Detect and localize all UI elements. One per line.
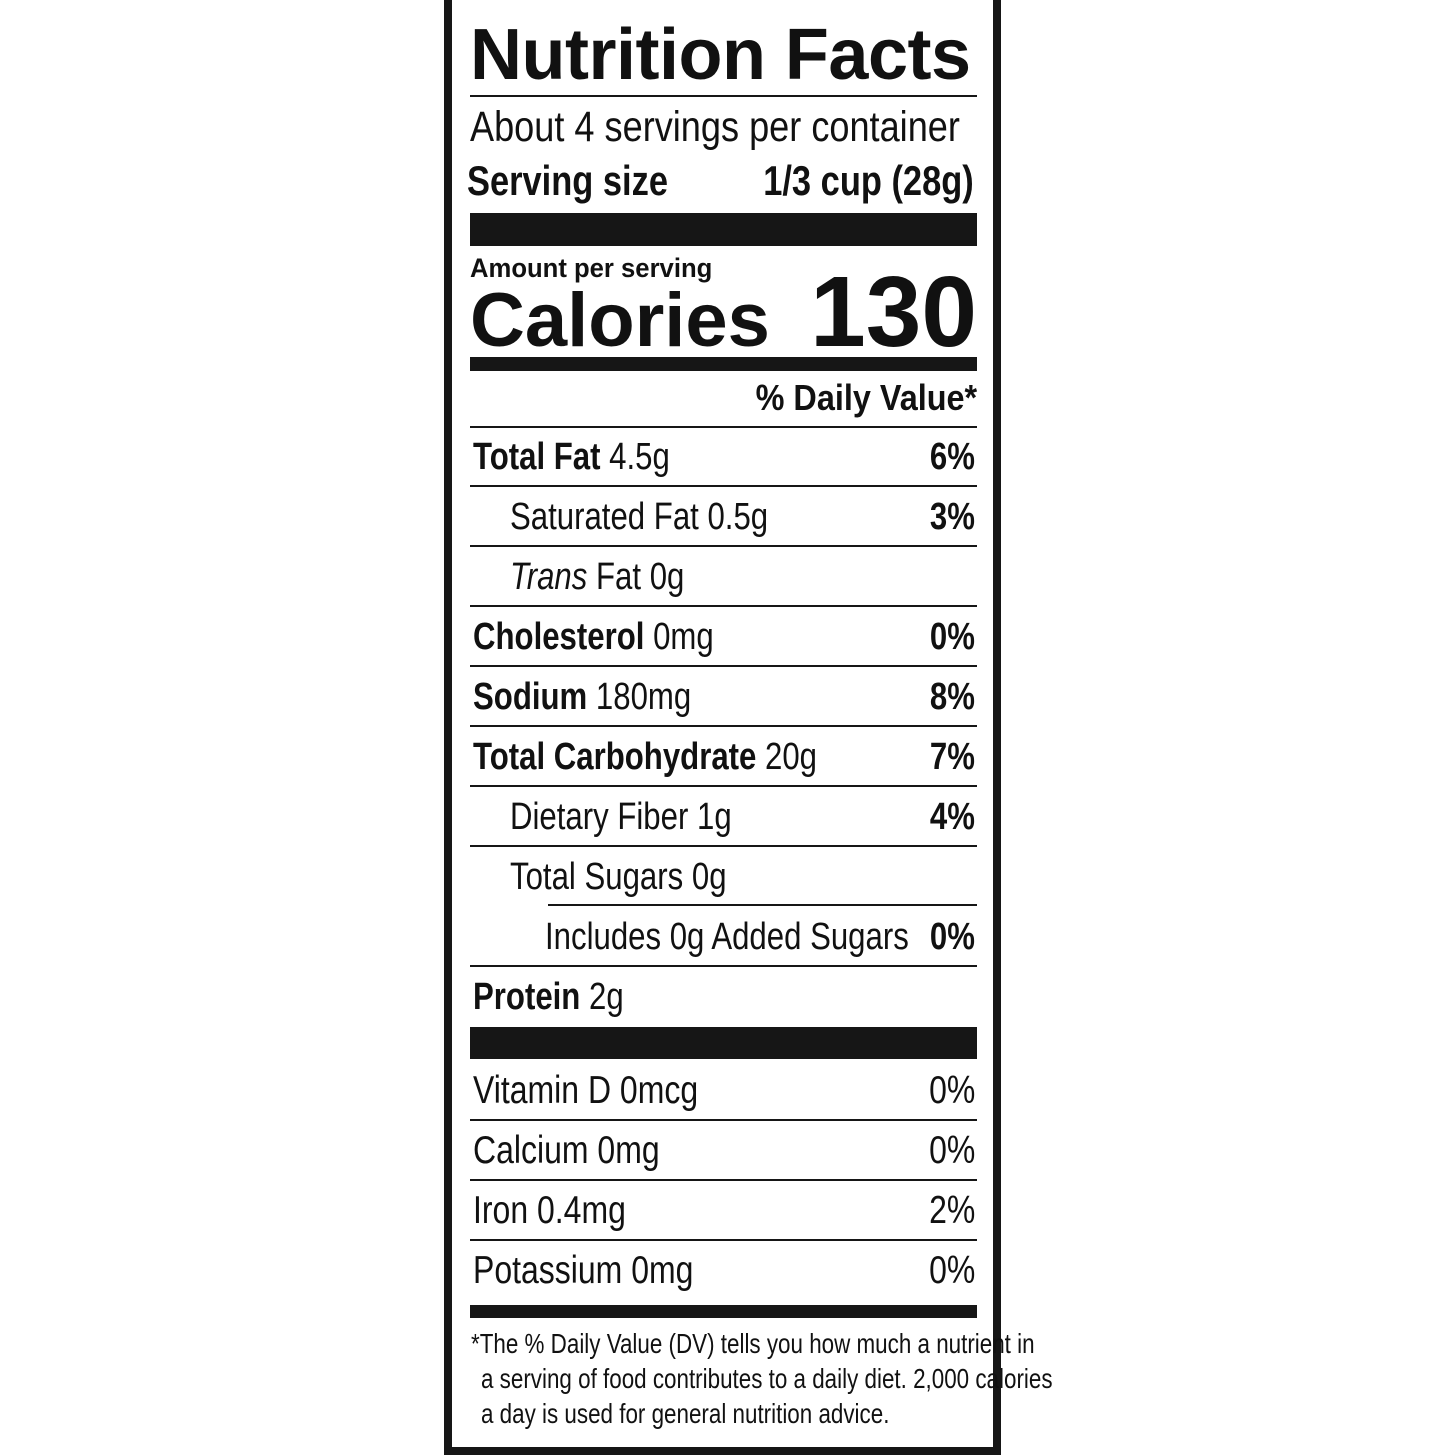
vitamin-row-potassium: Potassium 0mg 0% [473,1249,975,1292]
nutrient-row-total-sugars: Total Sugars 0g [510,856,727,898]
label-title: Nutrition Facts [470,15,971,95]
nutrient-row-saturated-fat: Saturated Fat 0.5g 3% [470,487,977,547]
medium-divider [470,357,977,371]
thick-divider-vitamins [470,1027,977,1059]
vitamin-row-calcium: Calcium 0mg 0% [470,1121,977,1181]
calories-value: 130 [810,256,977,368]
title-divider [470,95,977,97]
serving-size-label: Serving size [467,157,668,204]
nutrient-row-added-sugars: Includes 0g Added Sugars 0% [470,907,977,967]
serving-size-row: Serving size 1/3 cup (28g) [467,156,977,206]
footnote-divider [470,1305,977,1318]
nutrient-row-sodium: Sodium 180mg 8% [470,667,977,727]
dv-divider [470,426,977,428]
sugars-divider [548,904,977,906]
thick-divider [470,213,977,246]
footnote: *The % Daily Value (DV) tells you how mu… [471,1328,1053,1429]
amount-per-serving: Amount per serving [470,253,713,283]
serving-size-value: 1/3 cup (28g) [763,157,974,204]
calories-label: Calories [470,278,770,363]
daily-value-header: % Daily Value* [755,377,977,418]
nutrient-row-protein: Protein 2g [473,976,624,1018]
vitamin-row-vitamin-d: Vitamin D 0mcg 0% [470,1061,977,1121]
nutrient-row-dietary-fiber: Dietary Fiber 1g 4% [470,787,977,847]
servings-per-container: About 4 servings per container [470,103,960,151]
nutrient-row-cholesterol: Cholesterol 0mg 0% [470,607,977,667]
nutrient-row-total-carbohydrate: Total Carbohydrate 20g 7% [470,727,977,787]
nutrient-row-trans-fat: Trans Fat 0g [470,547,977,607]
vitamin-row-iron: Iron 0.4mg 2% [470,1181,977,1241]
nutrient-row-total-fat: Total Fat 4.5g 6% [470,427,977,487]
